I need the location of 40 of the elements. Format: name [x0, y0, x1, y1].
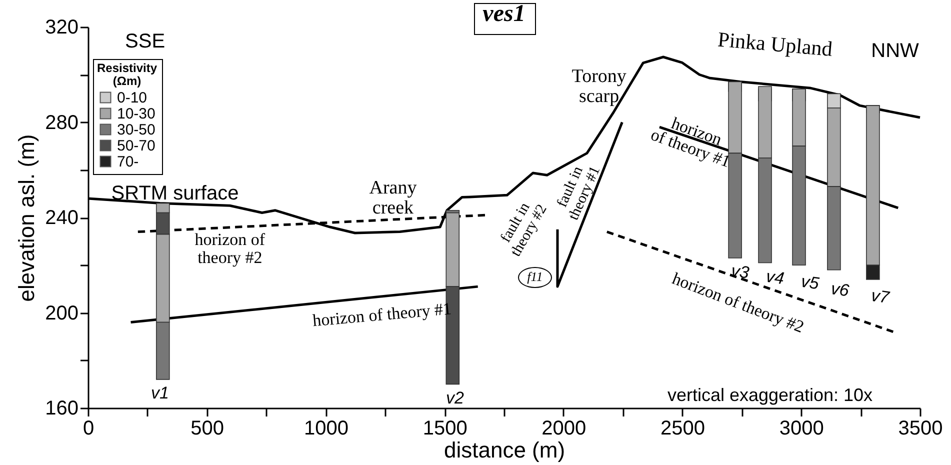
chart-title: ves1: [482, 1, 526, 27]
annotation: horizon of theory #2: [194, 230, 266, 267]
annotation: v7: [870, 286, 891, 308]
y-tick-label: 200: [45, 302, 78, 324]
x-tick-label: 1500: [422, 418, 468, 440]
annotation: fault in theory #1: [554, 164, 604, 223]
x-axis-title: distance (m): [444, 438, 566, 462]
y-tick-label: 240: [45, 207, 78, 229]
annotation: SSE: [125, 30, 166, 52]
annotation: Torony scarp: [572, 66, 627, 107]
annotation: v3: [730, 261, 751, 283]
annotation: v6: [830, 278, 851, 300]
legend-title: Resistivity (Ωm): [96, 61, 158, 88]
annotation: v5: [800, 272, 821, 294]
annotation: NNW: [871, 40, 920, 62]
annotation: v4: [764, 266, 786, 288]
y-tick-label: 320: [45, 16, 78, 38]
y-tick-label: 280: [45, 112, 78, 134]
x-tick-label: 2000: [542, 418, 586, 440]
x-tick-label: 1000: [304, 418, 348, 440]
x-tick-label: 0: [82, 418, 94, 440]
x-tick-label: 2500: [660, 418, 706, 440]
y-axis-title: elevation asl. (m): [14, 134, 40, 302]
legend-label: 50-70: [117, 138, 156, 154]
annotation: v1: [151, 384, 170, 403]
annotation: horizon of theory #1: [312, 299, 452, 330]
annotation: Arany creek: [369, 178, 418, 219]
annotation: f11: [527, 269, 543, 284]
annotation: Pinka Upland: [716, 27, 834, 62]
x-tick-label: 500: [190, 418, 224, 440]
y-tick-label: 160: [45, 398, 78, 420]
annotation: SRTM surface: [111, 182, 239, 205]
legend-label: 30-50: [117, 122, 156, 138]
legend-label: 70-: [117, 154, 139, 170]
x-tick-label: 3500: [898, 418, 943, 440]
x-tick-label: 3000: [779, 418, 824, 440]
legend-label: 10-30: [117, 106, 156, 122]
legend-label: 0-10: [117, 90, 148, 106]
annotation: v2: [446, 388, 465, 408]
annotation: vertical exaggeration: 10x: [667, 385, 873, 406]
